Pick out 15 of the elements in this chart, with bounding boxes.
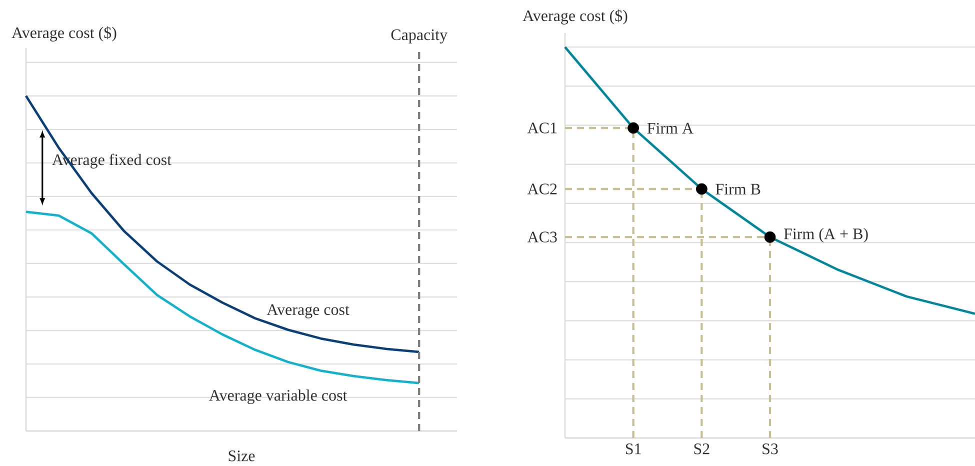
series-label: Average variable cost [209, 389, 348, 404]
ref-line-label: AC1 [527, 122, 557, 134]
annotation: Firm B [716, 184, 760, 194]
y-axis-title: Average cost ($) [522, 9, 628, 24]
ref-line-label: AC2 [527, 184, 557, 194]
y-axis-title: Average cost ($) [12, 26, 116, 42]
x-tick-label: S1 [626, 444, 641, 454]
x-tick-label: S3 [762, 444, 778, 454]
ref-line-label: AC3 [527, 232, 557, 242]
series-label: Average cost [266, 304, 350, 318]
x-axis-title: Size [228, 450, 255, 462]
x-tick-label: S2 [694, 444, 710, 454]
annotation: Firm (A + B) [784, 228, 868, 243]
text: Capacity [391, 29, 448, 44]
annotation: Firm A [647, 122, 694, 134]
